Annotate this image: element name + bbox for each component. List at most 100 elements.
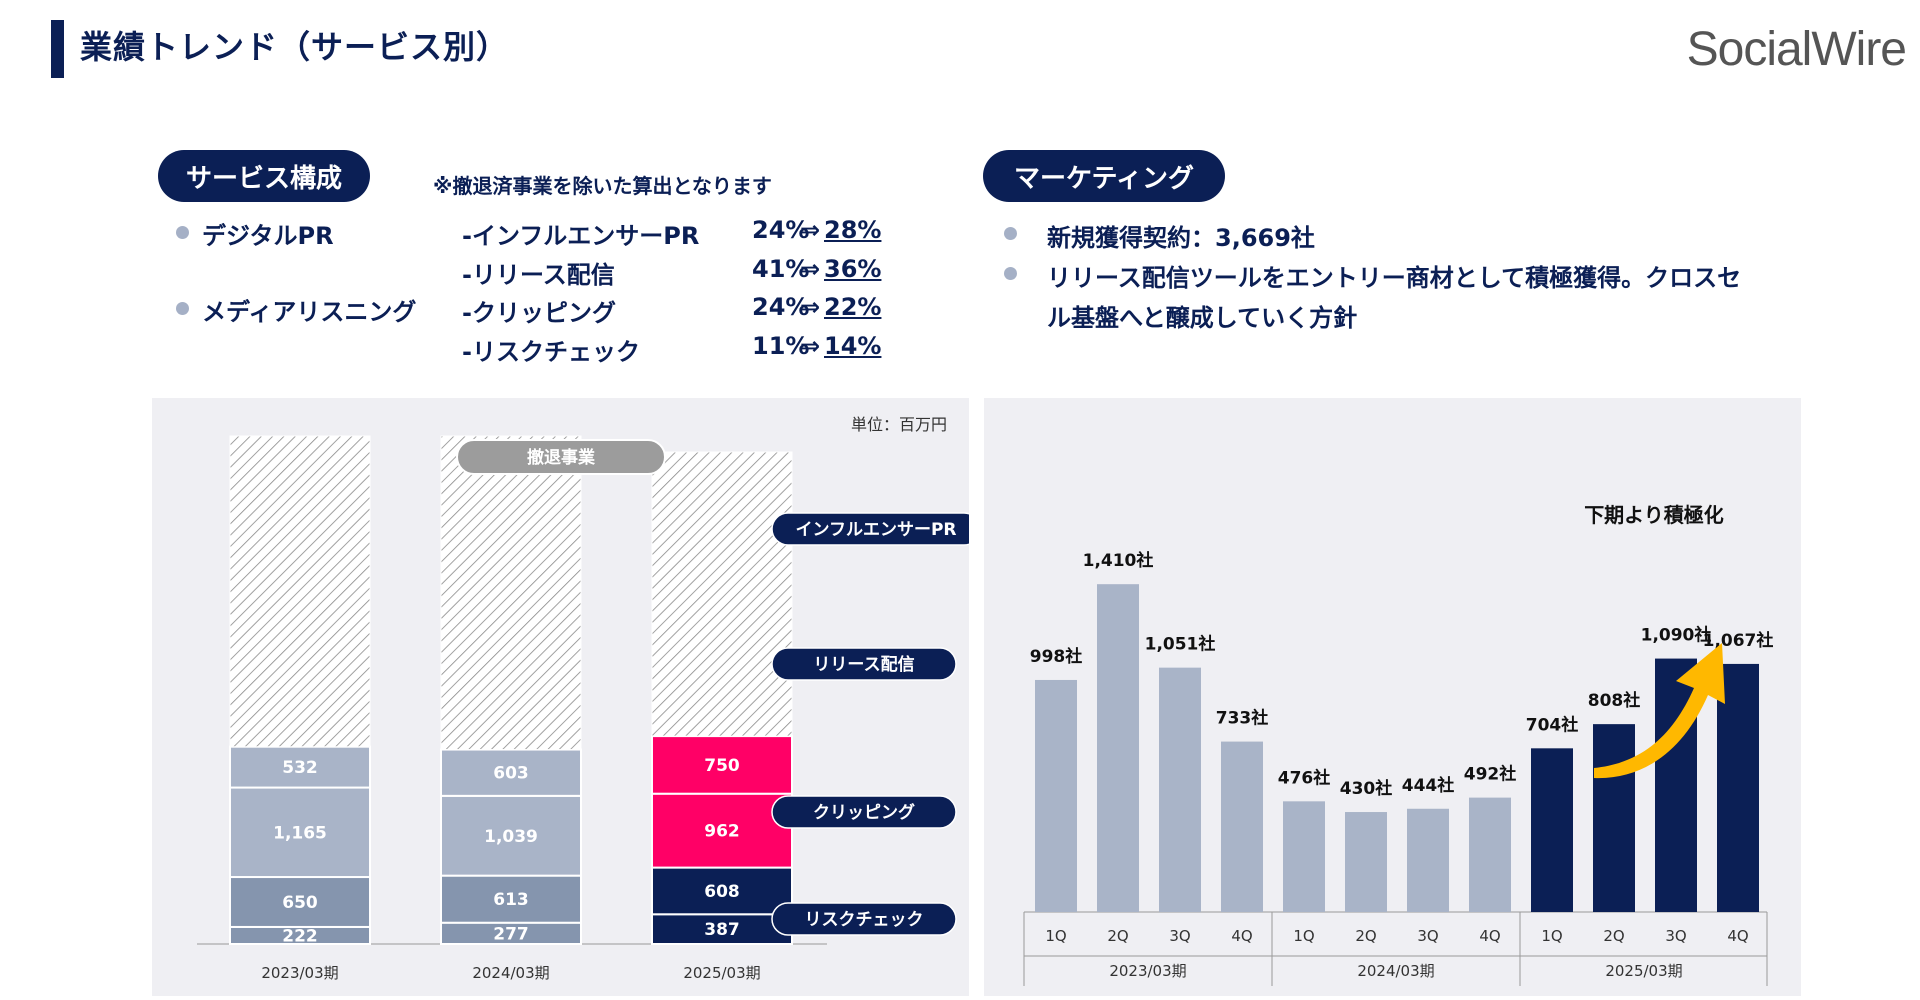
bar-value-label: 1,090社 [1641,625,1712,646]
withdrawn-segment [651,451,793,737]
bar [1159,667,1201,912]
bar-value-label: 1,410社 [1083,550,1154,571]
fiscal-year-label: 2025/03期 [1605,962,1682,980]
segment-value-label: 532 [282,758,318,778]
series-callout-pill [771,647,957,681]
growth-arrow-icon [1594,643,1725,779]
bar-segment [651,735,793,795]
withdrawn-label-pill [456,439,666,475]
page-title: 業績トレンド（サービス別） [80,28,510,66]
segment-value-label: 608 [704,882,740,902]
marketing-pill: マーケティング [983,150,1225,202]
arrow-icon: ⇒ [800,293,821,321]
contracts-bar-chart: 998社 1Q 1,410社 2Q 1,051社 3Q 733社 4Q 476社 1Q 430社 2Q… [1023,503,1774,986]
bar-value-label: 704社 [1526,714,1579,735]
series-callout-label: リスクチェック [805,910,924,930]
service-row-from: 11% [752,332,810,360]
marketing-bullet-strategy-line1: リリース配信ツールをエントリー商材として積極獲得。クロスセ [1047,264,1742,292]
segment-value-label: 603 [493,764,529,784]
quarter-tick-label: 3Q [1665,927,1686,945]
bar-value-label: 733社 [1216,708,1269,729]
service-row-to: 36% [824,255,882,283]
title-accent-bar [51,20,64,78]
bar-value-label: 998社 [1030,646,1083,667]
bar-value-label: 492社 [1464,764,1517,785]
segment-value-label: 277 [493,924,529,944]
series-callout: クリッピング [771,795,957,829]
quarter-tick-label: 2Q [1107,927,1128,945]
quarter-tick-label: 4Q [1231,927,1252,945]
bar [1221,741,1263,912]
quarter-tick-label: 2Q [1603,927,1624,945]
bar-segment [440,794,582,877]
quarter-tick-label: 2Q [1355,927,1376,945]
category-tick-label: 2024/03期 [472,964,549,982]
service-row-to: 22% [824,293,882,321]
category-tick-label: 2023/03期 [261,964,338,982]
bar [1593,724,1635,912]
bullet-dot [176,226,189,239]
segment-value-label: 222 [282,926,318,946]
segment-value-label: 1,039 [484,827,538,847]
series-callout: インフルエンサーPR [771,512,981,546]
bar [1717,663,1759,912]
series-callout-label: クリッピング [813,802,915,823]
quarter-tick-label: 1Q [1293,927,1314,945]
segment-value-label: 613 [493,890,529,910]
trend-annotation: 下期より積極化 [1584,503,1724,527]
quarter-tick-label: 1Q [1045,927,1066,945]
bar-value-label: 430社 [1340,778,1393,799]
service-composition-pill: サービス構成 [158,150,370,202]
bar [1345,812,1387,912]
bar-value-label: 1,051社 [1145,634,1216,655]
withdrawal-note: ※撤退済事業を除いた算出となります [433,174,772,198]
service-row-label: -インフルエンサーPR [462,222,700,250]
service-row-to: 14% [824,332,882,360]
bullet-dot [1004,267,1017,280]
series-callout-label: リリース配信 [813,654,914,675]
bar-value-label: 476社 [1278,767,1331,788]
marketing-bullet-contracts: 新規獲得契約：3,669社 [1047,224,1315,252]
series-callout: リリース配信 [771,647,957,681]
fiscal-year-label: 2024/03期 [1357,962,1434,980]
service-row-from: 24% [752,293,810,321]
bar-segment [440,874,582,924]
bar-value-label: 808社 [1588,690,1641,711]
arrow-icon: ⇒ [800,255,821,283]
bullet-dot [1004,227,1017,240]
service-row-label: -クリッピング [462,299,616,327]
segment-value-label: 962 [704,822,740,842]
service-row-to: 28% [824,216,882,244]
quarter-tick-label: 1Q [1541,927,1562,945]
series-callout: リスクチェック [771,902,957,936]
unit-label: 単位：百万円 [851,415,947,434]
marketing-bullet-strategy-line2: ル基盤へと醸成していく方針 [1047,304,1358,332]
bar [1283,801,1325,912]
series-callout-label: インフルエンサーPR [795,520,956,540]
category-tick-label: 2025/03期 [683,964,760,982]
contracts-chart-panel: 998社 1Q 1,410社 2Q 1,051社 3Q 733社 4Q 476社 1Q 430社 2Q… [984,398,1801,996]
series-callout-pill [771,902,957,936]
segment-value-label: 1,165 [273,823,327,843]
series-callout-pill [771,795,957,829]
fiscal-year-label: 2023/03期 [1109,962,1186,980]
bar [1407,808,1449,912]
withdrawn-segment [440,435,582,751]
bar [1097,584,1139,912]
bar [1531,748,1573,912]
bar-value-label: 1,067社 [1703,630,1774,651]
bar-segment [651,792,793,869]
company-logo: SocialWire [1686,23,1907,76]
bullet-dot [176,302,189,315]
quarter-tick-label: 3Q [1169,927,1190,945]
category-digital-pr: デジタルPR [202,222,334,250]
quarter-tick-label: 3Q [1417,927,1438,945]
service-row-label: -リスクチェック [462,338,640,366]
bar-segment [651,866,793,916]
bar-segment [440,748,582,797]
service-row-from: 24% [752,216,810,244]
bar [1469,797,1511,912]
segment-value-label: 650 [282,893,318,913]
quarter-tick-label: 4Q [1727,927,1748,945]
service-row-from: 41% [752,255,810,283]
